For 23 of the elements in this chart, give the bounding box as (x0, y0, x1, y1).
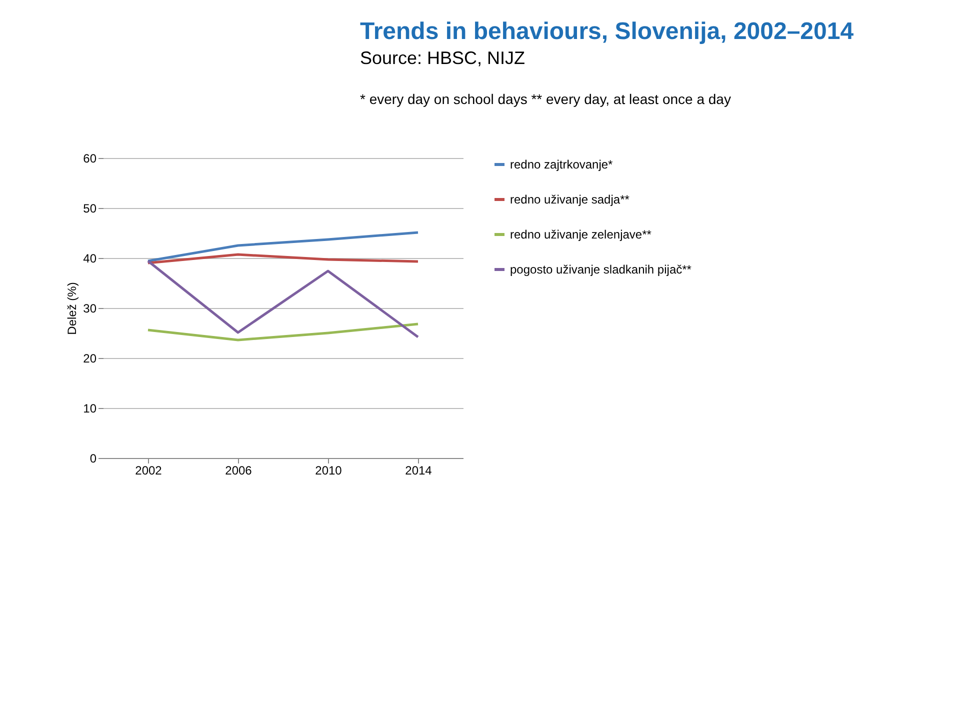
line-series (146, 260, 420, 338)
x-tick-label: 2010 (315, 464, 342, 478)
y-tick-label: 50 (83, 202, 97, 216)
x-tick-label: 2002 (135, 464, 162, 478)
text: Trends in behaviours, Slovenija, 2002–2014 (360, 18, 855, 46)
x-tick-label: 2014 (405, 464, 432, 478)
y-axis-title: Delež (%) (65, 282, 80, 335)
line-series (146, 253, 420, 264)
x-tick-label: 2006 (225, 464, 252, 478)
line-series (146, 322, 420, 342)
y-tick-label: 0 (90, 452, 97, 466)
y-tick-label: 60 (83, 152, 97, 166)
y-tick-label: 40 (83, 252, 97, 266)
y-tick-label: 10 (83, 402, 97, 416)
legend-label: redno uživanje zelenjave** (510, 228, 652, 242)
chart-subtitle: Source: HBSC, NIJZ (360, 48, 526, 69)
legend-label: pogosto uživanje sladkanih pijač** (510, 262, 692, 276)
line-series (146, 231, 420, 262)
legend-label: redno uživanje sadja** (510, 192, 630, 206)
text: * every day on school days ** every day, at least once a day (360, 91, 732, 107)
y-tick-label: 20 (83, 352, 97, 366)
legend-label: redno zajtrkovanje* (510, 158, 614, 172)
y-tick-label: 30 (83, 302, 97, 316)
